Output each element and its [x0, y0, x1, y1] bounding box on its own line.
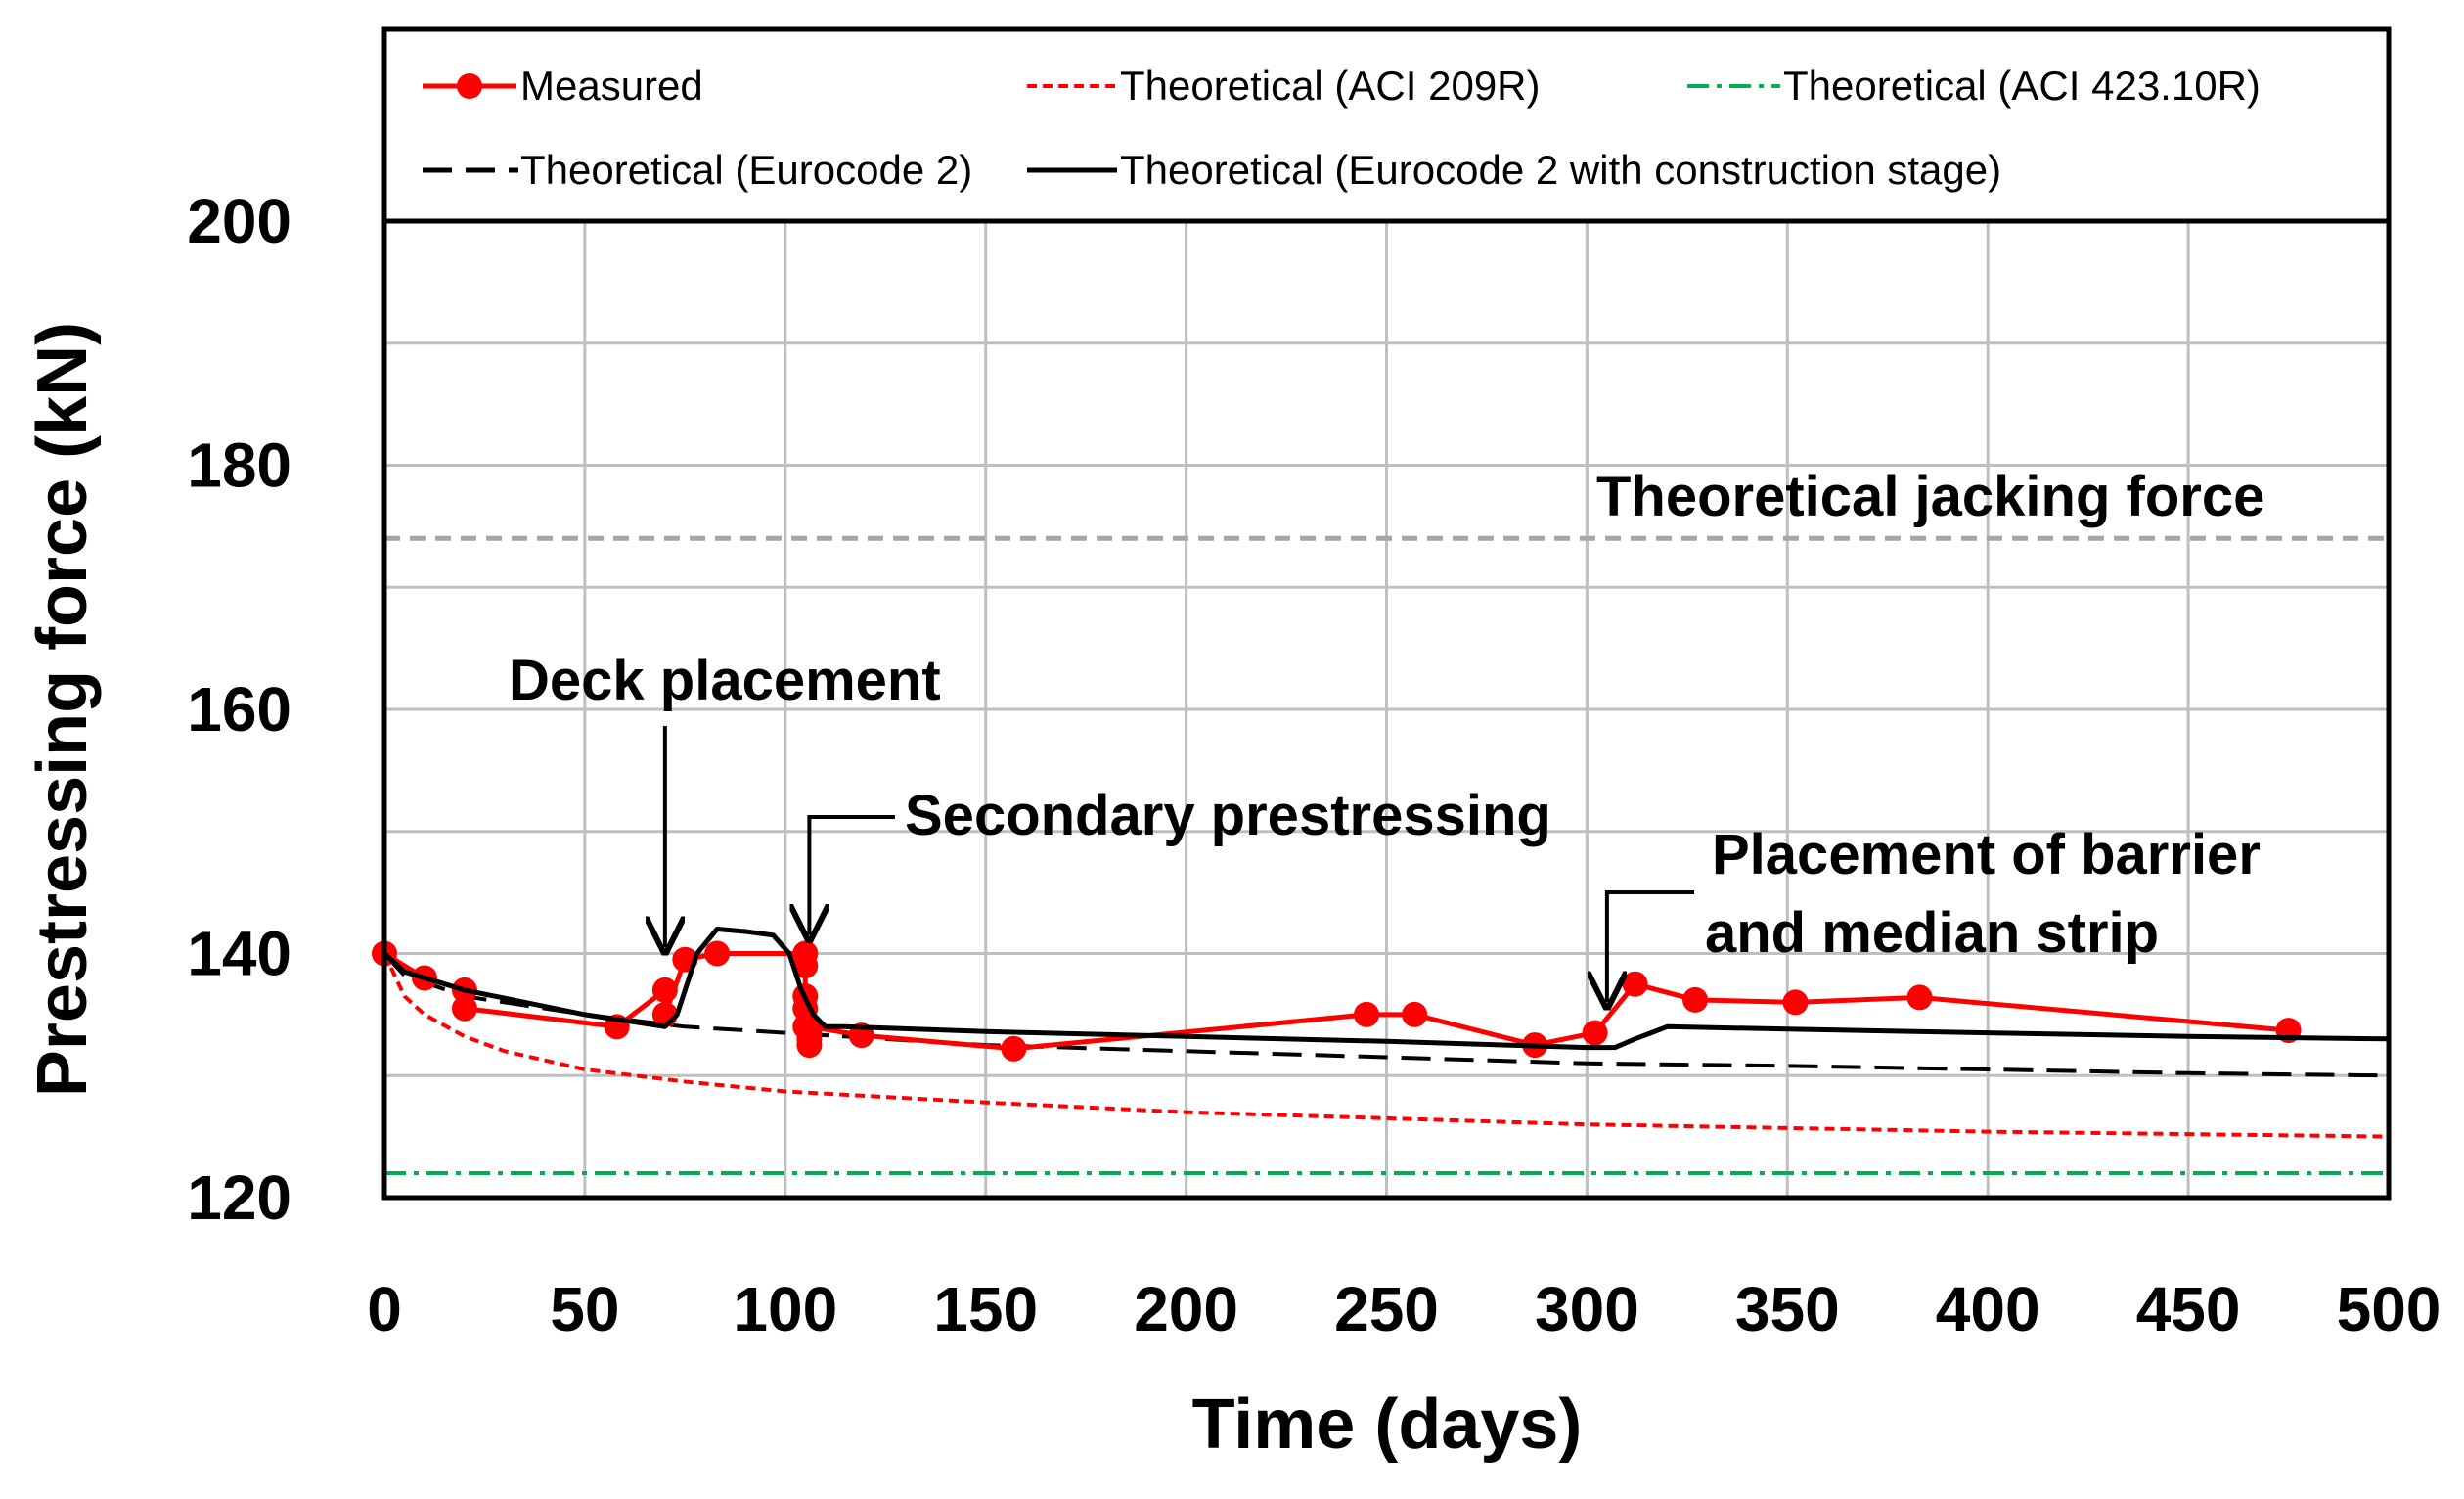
data-point-measured [1682, 986, 1709, 1013]
x-tick-label: 0 [367, 1274, 402, 1344]
y-tick-label: 160 [187, 674, 291, 745]
x-axis-title: Time (days) [1192, 1385, 1583, 1464]
x-tick-label: 250 [1334, 1274, 1439, 1344]
y-tick-label: 120 [187, 1162, 291, 1233]
annotation-deck-placement: Deck placement [509, 649, 941, 712]
data-point-measured [1354, 1001, 1380, 1027]
x-tick-label: 100 [733, 1274, 837, 1344]
annotation-arrow-barrier [1607, 890, 1694, 1002]
series-line-eurocode2_cs [382, 927, 2390, 1051]
series-layer [372, 535, 2390, 1175]
legend-item-aci209: Theoretical (ACI 209R) [1027, 63, 1541, 109]
x-tick-label: 500 [2337, 1274, 2442, 1344]
legend-item-aci423: Theoretical (ACI 423.10R) [1687, 63, 2261, 109]
annotation-arrow-secondary [809, 815, 895, 935]
series-line-eurocode2 [382, 952, 2390, 1078]
legend: Measured Theoretical (ACI 209R) Theoreti… [381, 26, 2392, 224]
data-point-measured [1622, 971, 1648, 997]
x-tick-label: 300 [1535, 1274, 1639, 1344]
data-point-measured [1001, 1035, 1027, 1062]
legend-item-measured: Measured [423, 63, 703, 109]
annotation-barrier-line1: Placement of barrier [1712, 823, 2261, 886]
x-tick-label: 350 [1735, 1274, 1840, 1344]
y-tick-label: 200 [187, 186, 291, 256]
legend-item-eurocode2-cs: Theoretical (Eurocode 2 with constructio… [1027, 147, 2001, 193]
data-point-measured [451, 995, 477, 1022]
legend-label-aci209: Theoretical (ACI 209R) [1120, 63, 1541, 109]
annotation-jacking-force: Theoretical jacking force [1596, 465, 2264, 528]
x-tick-label: 400 [1936, 1274, 2040, 1344]
y-tick-label: 180 [187, 431, 291, 501]
annotations: Deck placement Secondary prestressing Plac… [509, 465, 2264, 1002]
data-point-measured [651, 977, 678, 1003]
data-point-measured [1782, 989, 1809, 1016]
x-tick-label: 450 [2136, 1274, 2241, 1344]
annotation-barrier-line2: and median strip [1705, 901, 2159, 965]
series-line-aci209 [382, 952, 2390, 1139]
data-point-measured [704, 940, 731, 967]
legend-label-measured: Measured [520, 63, 703, 109]
tick-labels: 0 50 100 150 200 250 300 350 400 450 500 120 140 160 1… [187, 186, 2441, 1344]
data-point-measured [796, 1032, 823, 1059]
x-tick-label: 200 [1134, 1274, 1238, 1344]
legend-label-aci423: Theoretical (ACI 423.10R) [1783, 63, 2261, 109]
y-axis-title: Prestressing force (kN) [23, 322, 102, 1097]
legend-label-eurocode2: Theoretical (Eurocode 2) [520, 147, 972, 193]
legend-label-eurocode2-cs: Theoretical (Eurocode 2 with constructio… [1120, 147, 2001, 193]
data-point-measured [1402, 1001, 1428, 1027]
y-tick-label: 140 [187, 919, 291, 989]
legend-frame [381, 26, 2392, 224]
x-tick-label: 50 [550, 1274, 619, 1344]
x-tick-label: 150 [933, 1274, 1038, 1344]
data-point-measured [1906, 984, 1933, 1011]
data-point-measured [1582, 1020, 1608, 1046]
legend-item-eurocode2: Theoretical (Eurocode 2) [423, 147, 972, 193]
data-point-measured [792, 952, 819, 978]
legend-marker-measured [457, 73, 482, 99]
annotation-secondary-prestressing: Secondary prestressing [905, 784, 1551, 847]
